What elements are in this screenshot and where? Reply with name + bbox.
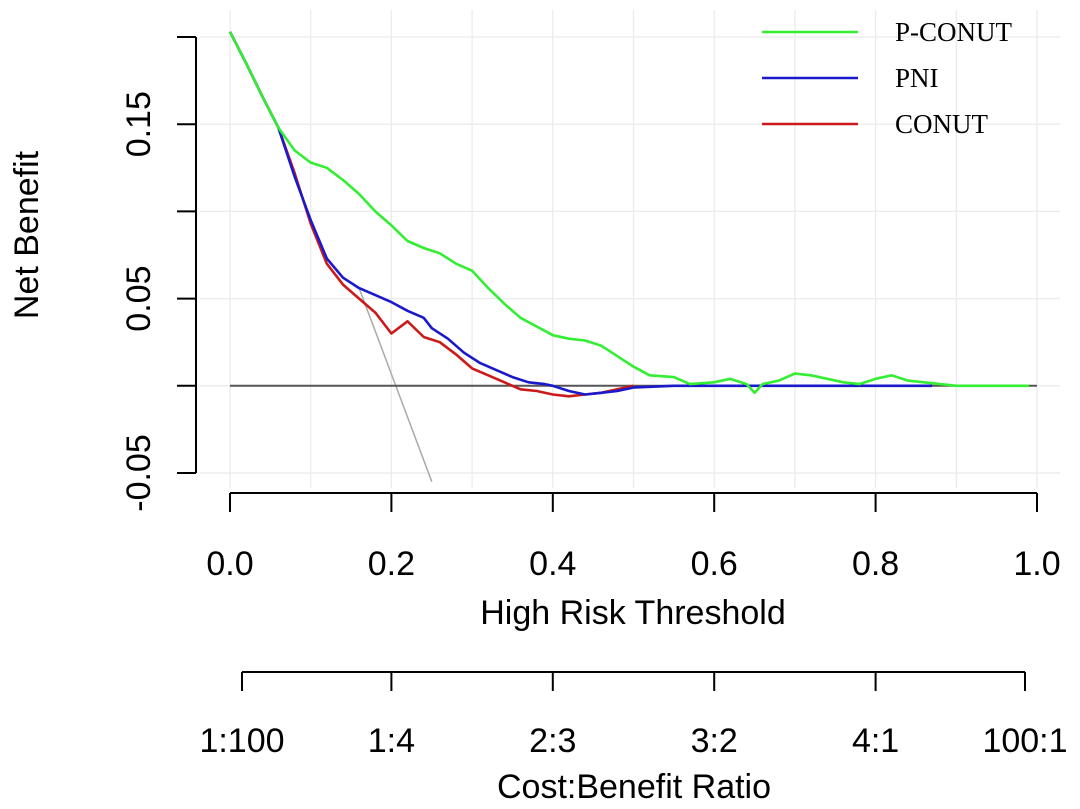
cost-benefit-axis-title: Cost:Benefit Ratio [497,768,771,806]
x-tick-label: 0.4 [529,545,576,583]
legend-label: PNI [895,63,939,93]
series-line-conut [228,31,634,398]
legend-label: CONUT [895,109,989,139]
y-tick-label: 0.15 [120,91,158,157]
cost-benefit-tick-label: 1:100 [199,722,284,760]
cost-benefit-tick-label: 1:4 [368,722,415,760]
x-tick-label: 0.2 [368,545,415,583]
x-tick-label: 0.8 [852,545,899,583]
series-line-p-conut [228,31,1029,395]
x-tick-label: 0.0 [206,545,253,583]
cost-benefit-tick-label: 100:1 [982,722,1067,760]
series-line-pni [228,31,933,396]
y-axis-title: Net Benefit [8,150,46,319]
x-tick-label: 1.0 [1013,545,1060,583]
y-axis: 0.15 0.05 -0.05 [120,36,197,512]
x-axis: 0.0 0.2 0.4 0.6 0.8 1.0 [206,492,1061,583]
x-tick-label: 0.6 [691,545,738,583]
cost-benefit-tick-label: 2:3 [529,722,576,760]
y-tick-label: -0.05 [120,434,158,512]
y-tick-label: 0.05 [120,266,158,332]
series-lines [228,31,1029,398]
cost-benefit-axis: 1:100 1:4 2:3 3:2 4:1 100:1 [199,671,1068,760]
x-axis-title: High Risk Threshold [480,594,786,632]
legend-label: P-CONUT [895,17,1013,47]
cost-benefit-tick-label: 4:1 [852,722,899,760]
cost-benefit-tick-label: 3:2 [691,722,738,760]
legend: P-CONUT PNI CONUT [762,17,1013,139]
